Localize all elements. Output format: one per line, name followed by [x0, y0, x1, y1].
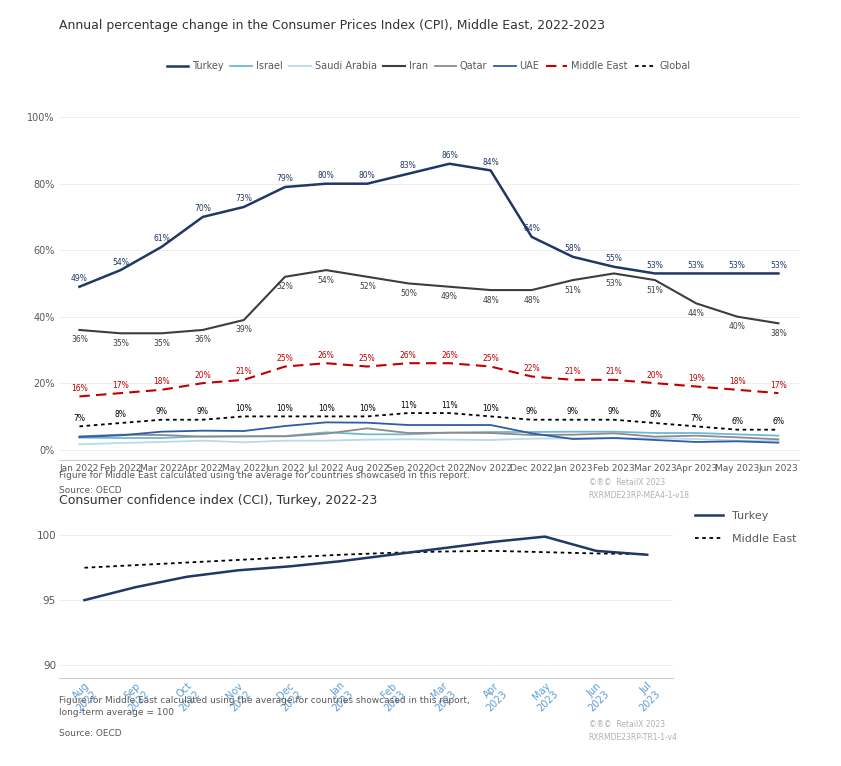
Text: 40%: 40%: [729, 322, 746, 331]
Text: 80%: 80%: [359, 171, 376, 180]
Text: 84%: 84%: [482, 158, 499, 167]
Text: 9%: 9%: [608, 408, 620, 416]
Text: 39%: 39%: [235, 326, 252, 335]
Text: 48%: 48%: [523, 296, 540, 305]
Text: 83%: 83%: [400, 161, 417, 170]
Text: 36%: 36%: [194, 336, 211, 345]
Text: 6%: 6%: [772, 417, 785, 426]
Text: 26%: 26%: [441, 351, 458, 360]
Text: 36%: 36%: [71, 336, 87, 345]
Text: 49%: 49%: [441, 293, 458, 301]
Text: Figure for Middle East calculated using the average for countries showcased in t: Figure for Middle East calculated using …: [59, 696, 469, 717]
Text: 52%: 52%: [359, 283, 376, 291]
Text: 51%: 51%: [647, 286, 664, 295]
Text: 10%: 10%: [482, 404, 499, 413]
Text: Source: OECD: Source: OECD: [59, 729, 121, 738]
Text: 53%: 53%: [688, 261, 705, 270]
Text: 9%: 9%: [526, 408, 537, 416]
Text: Annual percentage change in the Consumer Prices Index (CPI), Middle East, 2022-2: Annual percentage change in the Consumer…: [59, 19, 605, 32]
Text: 53%: 53%: [770, 261, 787, 270]
Text: 61%: 61%: [153, 234, 170, 244]
Text: 16%: 16%: [71, 384, 87, 393]
Text: 79%: 79%: [277, 175, 294, 184]
Text: 26%: 26%: [318, 351, 335, 360]
Text: 53%: 53%: [606, 279, 622, 288]
Text: 10%: 10%: [235, 404, 252, 413]
Text: Consumer confidence index (CCI), Turkey, 2022-23: Consumer confidence index (CCI), Turkey,…: [59, 494, 377, 507]
Text: Source: OECD: Source: OECD: [59, 486, 121, 496]
Text: 8%: 8%: [114, 411, 126, 420]
Text: 20%: 20%: [647, 371, 664, 380]
Text: 53%: 53%: [729, 261, 746, 270]
Text: 86%: 86%: [441, 151, 458, 160]
Text: 10%: 10%: [359, 404, 376, 413]
Text: 38%: 38%: [770, 329, 787, 338]
Text: 44%: 44%: [688, 309, 705, 318]
Text: 19%: 19%: [688, 374, 705, 383]
Text: 7%: 7%: [690, 414, 702, 423]
Text: 11%: 11%: [400, 401, 416, 410]
Text: 21%: 21%: [235, 367, 252, 376]
Text: 55%: 55%: [606, 254, 622, 264]
Legend: Turkey, Israel, Saudi Arabia, Iran, Qatar, UAE, Middle East, Global: Turkey, Israel, Saudi Arabia, Iran, Qata…: [163, 57, 695, 75]
Text: 6%: 6%: [732, 417, 743, 426]
Text: 25%: 25%: [482, 354, 499, 363]
Text: 50%: 50%: [400, 289, 417, 298]
Text: 21%: 21%: [606, 367, 622, 376]
Text: 73%: 73%: [235, 195, 252, 204]
Text: 7%: 7%: [73, 414, 86, 423]
Text: 58%: 58%: [564, 244, 581, 254]
Text: 17%: 17%: [770, 381, 787, 390]
Text: 10%: 10%: [277, 404, 294, 413]
Text: 18%: 18%: [153, 377, 170, 386]
Text: 26%: 26%: [400, 351, 417, 360]
Text: 49%: 49%: [71, 274, 87, 283]
Text: 22%: 22%: [523, 364, 540, 373]
Text: 80%: 80%: [318, 171, 335, 180]
Text: 54%: 54%: [318, 276, 335, 285]
Text: 35%: 35%: [153, 339, 170, 348]
Text: 17%: 17%: [112, 381, 129, 390]
Legend: Turkey, Middle East: Turkey, Middle East: [690, 506, 801, 548]
Text: 25%: 25%: [277, 354, 294, 363]
Text: 9%: 9%: [197, 408, 209, 416]
Text: 35%: 35%: [112, 339, 129, 348]
Text: 9%: 9%: [567, 408, 579, 416]
Text: 52%: 52%: [277, 283, 294, 291]
Text: 70%: 70%: [194, 205, 211, 214]
Text: 20%: 20%: [194, 371, 211, 380]
Text: Figure for Middle East calculated using the average for countries showcased in t: Figure for Middle East calculated using …: [59, 471, 470, 480]
Text: 18%: 18%: [729, 377, 746, 386]
Text: 54%: 54%: [112, 257, 129, 267]
Text: ©®©  RetailX 2023
RXRMDE23RP-TR1-1-v4: ©®© RetailX 2023 RXRMDE23RP-TR1-1-v4: [589, 720, 678, 742]
Text: 48%: 48%: [482, 296, 499, 305]
Text: 8%: 8%: [649, 411, 661, 420]
Text: 21%: 21%: [564, 367, 581, 376]
Text: 10%: 10%: [318, 404, 335, 413]
Text: 51%: 51%: [564, 286, 581, 295]
Text: 53%: 53%: [647, 261, 664, 270]
Text: 64%: 64%: [523, 224, 540, 234]
Text: ©®©  RetailX 2023
RXRMDE23RP-MEA4-1-v18: ©®© RetailX 2023 RXRMDE23RP-MEA4-1-v18: [589, 478, 690, 500]
Text: 25%: 25%: [359, 354, 376, 363]
Text: 11%: 11%: [442, 401, 458, 410]
Text: 9%: 9%: [156, 408, 167, 416]
